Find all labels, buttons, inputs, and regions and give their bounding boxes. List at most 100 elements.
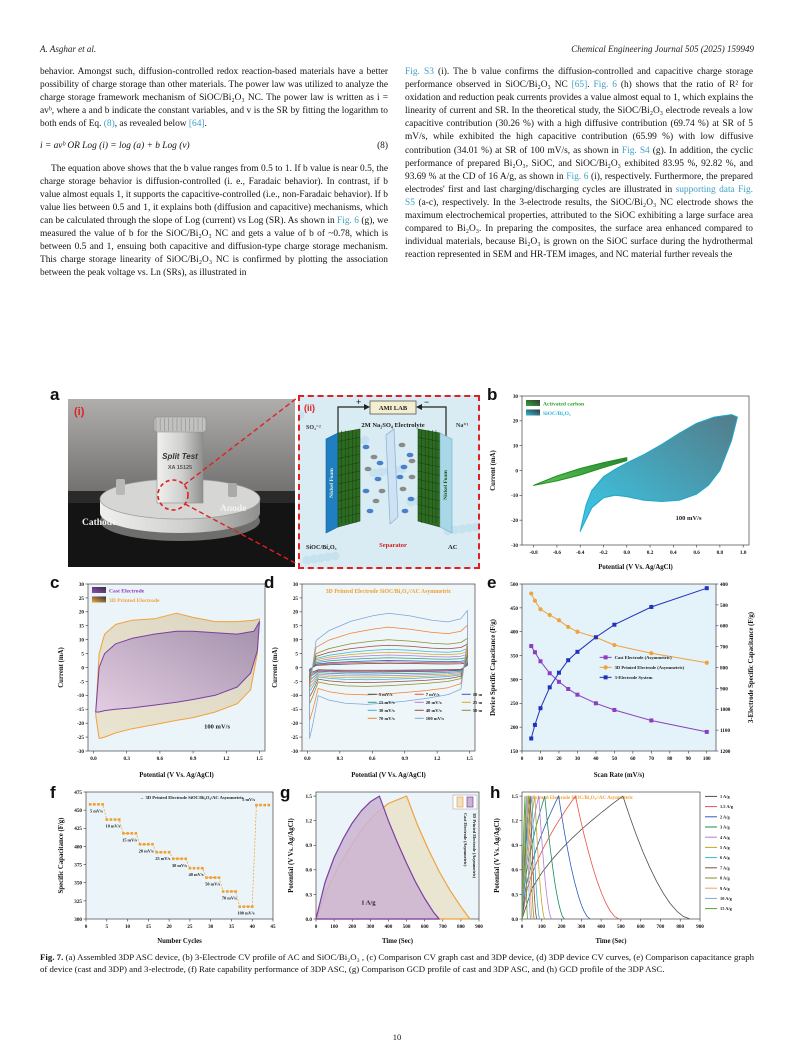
panel-label-a: a: [50, 385, 60, 404]
svg-text:0.9: 0.9: [401, 756, 408, 762]
svg-text:50 mV/s: 50 mV/s: [205, 882, 220, 887]
svg-text:Potential (V Vs. Ag/AgCl): Potential (V Vs. Ag/AgCl): [288, 818, 295, 893]
svg-text:SiOC/Bi₂O₃: SiOC/Bi₂O₃: [306, 544, 337, 551]
svg-text:7 mV/s: 7 mV/s: [426, 692, 440, 697]
svg-text:-10: -10: [77, 693, 84, 699]
svg-text:-10: -10: [511, 493, 518, 499]
text-run: The equation above shows that the b valu…: [40, 163, 388, 226]
svg-text:-25: -25: [291, 735, 298, 741]
chart-d-device-cv-curves: 0.0 0.3 0.6 0.9 1.2 1.5 -30 -25 -20 -15 -10 -5 0 5 10 1…: [272, 582, 482, 779]
svg-text:Specific Capacitance (F/g): Specific Capacitance (F/g): [58, 818, 65, 894]
svg-text:1100: 1100: [720, 728, 730, 734]
svg-text:500: 500: [720, 603, 728, 609]
svg-text:50 mV/s: 50 mV/s: [473, 708, 482, 713]
svg-text:0.9: 0.9: [306, 843, 313, 849]
svg-text:Time (Sec): Time (Sec): [382, 938, 413, 945]
svg-text:30 mV/s: 30 mV/s: [379, 708, 395, 713]
text-run: (i). The b value confirms the diffusion-…: [405, 67, 753, 91]
svg-text:-20: -20: [77, 721, 84, 727]
svg-text:Potential (V Vs. Ag/AgCl): Potential (V Vs. Ag/AgCl): [598, 564, 673, 571]
svg-text:Nickel Foam: Nickel Foam: [443, 470, 449, 500]
svg-text:700: 700: [657, 924, 665, 930]
svg-text:500: 500: [617, 924, 625, 930]
svg-text:0: 0: [521, 924, 524, 930]
svg-text:100 mV/s: 100 mV/s: [676, 515, 702, 522]
svg-text:1.2: 1.2: [434, 756, 441, 762]
svg-text:0: 0: [515, 468, 518, 474]
svg-text:0.6: 0.6: [512, 868, 519, 874]
svg-text:3D Printed Electrode: 3D Printed Electrode: [109, 598, 160, 604]
svg-text:350: 350: [74, 881, 82, 887]
svg-text:600: 600: [421, 924, 429, 930]
svg-text:3D Printed Electrode (Asymmetr: 3D Printed Electrode (Asymmetric): [472, 813, 477, 879]
svg-text:Separator: Separator: [379, 542, 407, 549]
svg-text:-5: -5: [294, 679, 299, 685]
svg-text:5 mV/s: 5 mV/s: [242, 797, 255, 802]
citation-link[interactable]: Fig. S3: [405, 67, 434, 77]
svg-text:0.0: 0.0: [306, 917, 313, 923]
svg-text:450: 450: [74, 808, 82, 814]
svg-text:-25: -25: [77, 735, 84, 741]
svg-text:-20: -20: [511, 518, 518, 524]
svg-text:45: 45: [270, 924, 276, 930]
svg-text:0.9: 0.9: [512, 843, 519, 849]
chart-g-gcd-comparison: 0 100 200 300 400 500 600 700 800 900 0.0 0.3 0.6 0.9…: [288, 791, 483, 945]
figure-7: a b c d e f g h Split Test XA 15125 (i) Cat…: [40, 385, 755, 948]
text-run: behavior. Amongst such, diffusion-contro…: [40, 67, 388, 130]
citation-link[interactable]: (8): [103, 119, 115, 130]
svg-text:+: +: [356, 397, 361, 407]
svg-text:30: 30: [208, 924, 214, 930]
svg-text:400: 400: [385, 924, 393, 930]
svg-text:5: 5: [295, 651, 298, 657]
svg-text:Device Specific Capacitance (F: Device Specific Capacitance (F/g): [490, 619, 497, 716]
svg-text:0.8: 0.8: [717, 550, 724, 556]
svg-text:1.5: 1.5: [466, 756, 473, 762]
svg-text:0: 0: [81, 665, 84, 671]
svg-text:-30: -30: [77, 749, 84, 755]
svg-text:600: 600: [637, 924, 645, 930]
svg-text:40 mV/s: 40 mV/s: [189, 872, 204, 877]
citation-link[interactable]: supporting data Fig. S5: [405, 184, 753, 208]
citation-link[interactable]: Fig. S4: [621, 145, 650, 156]
panel-label-c: c: [50, 573, 60, 592]
citation-link[interactable]: [65]: [571, 80, 588, 91]
svg-text:SiOC/Bi₂O₃: SiOC/Bi₂O₃: [543, 411, 571, 417]
text-run: (h) shows that the ratio of R² for oxida…: [405, 80, 753, 156]
citation-link[interactable]: Fig. 6: [337, 215, 359, 226]
svg-text:XA 15125: XA 15125: [168, 465, 192, 471]
text-run: .: [204, 119, 207, 130]
svg-text:-10: -10: [291, 693, 298, 699]
caption-label: Fig. 7.: [40, 952, 64, 962]
svg-text:1 A/g: 1 A/g: [720, 794, 730, 799]
svg-text:15 A/g: 15 A/g: [720, 906, 733, 911]
svg-text:400: 400: [720, 582, 728, 588]
svg-text:2M Na₂SO₄ Electrolyte: 2M Na₂SO₄ Electrolyte: [361, 422, 424, 429]
text-run: .: [587, 80, 594, 91]
svg-text:0.3: 0.3: [337, 756, 344, 762]
svg-text:200: 200: [348, 924, 356, 930]
svg-text:300: 300: [366, 924, 374, 930]
svg-text:Potential (V Vs. Ag/AgCl): Potential (V Vs. Ag/AgCl): [139, 772, 214, 779]
svg-text:Current (mA): Current (mA): [490, 450, 497, 490]
svg-text:1.2: 1.2: [306, 819, 313, 825]
svg-text:1000: 1000: [720, 707, 731, 713]
svg-text:Potential (V Vs. Ag/AgCl): Potential (V Vs. Ag/AgCl): [494, 818, 501, 893]
svg-text:Anode: Anode: [220, 504, 246, 514]
svg-text:Current (mA): Current (mA): [272, 647, 279, 687]
svg-text:300: 300: [510, 677, 518, 683]
citation-link[interactable]: Fig. 6: [593, 80, 617, 91]
panel-label-h: h: [490, 783, 501, 802]
svg-text:7 A/g: 7 A/g: [720, 865, 730, 870]
svg-text:15 mV/s: 15 mV/s: [379, 700, 395, 705]
page-header: A. Asghar et al. Chemical Engineering Jo…: [40, 44, 754, 54]
svg-text:-5: -5: [80, 679, 85, 685]
svg-text:20: 20: [293, 610, 299, 616]
svg-text:Time (Sec): Time (Sec): [595, 938, 626, 945]
citation-link[interactable]: [64]: [188, 119, 205, 130]
svg-text:20 mV/s: 20 mV/s: [426, 700, 442, 705]
svg-text:15 mV/s: 15 mV/s: [122, 837, 137, 842]
citation-link[interactable]: Fig. 6: [566, 171, 589, 182]
svg-text:475: 475: [74, 790, 82, 796]
paragraph-1: behavior. Amongst such, diffusion-contro…: [40, 66, 388, 131]
svg-text:90: 90: [686, 756, 692, 762]
